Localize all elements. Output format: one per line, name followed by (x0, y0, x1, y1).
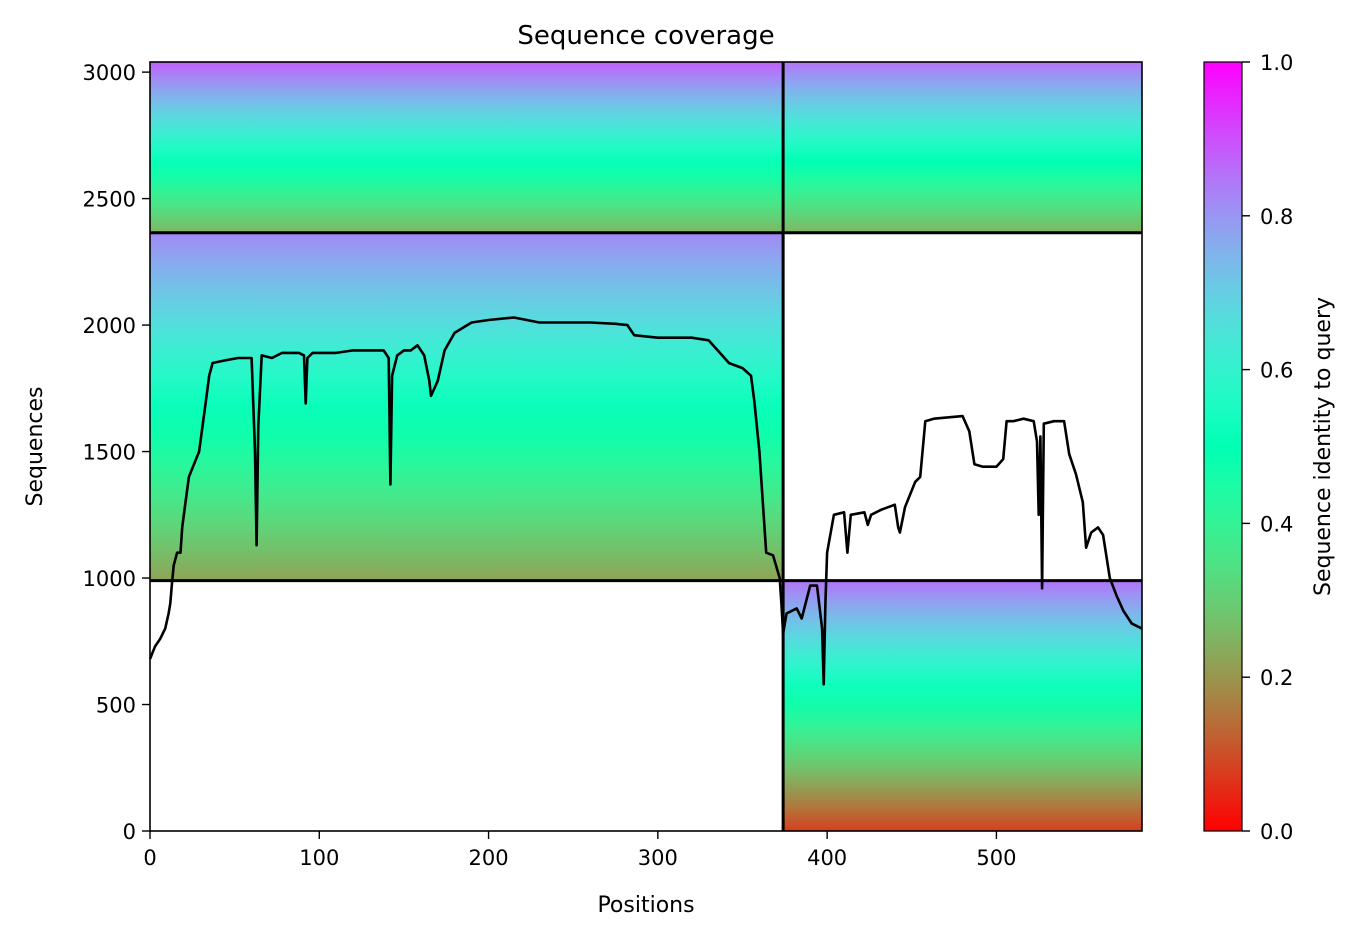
colorbar-tick-label: 1.0 (1260, 51, 1293, 75)
y-tick-label: 1000 (83, 567, 136, 591)
x-tick-label: 100 (299, 846, 339, 870)
y-tick-label: 0 (123, 820, 136, 844)
y-axis-label: Sequences (23, 387, 48, 507)
y-tick-label: 3000 (83, 61, 136, 85)
y-tick-label: 1500 (83, 441, 136, 465)
y-axis-ticks: 0 500 1000 1500 2000 2500 3000 (83, 61, 150, 844)
heatmap-block (783, 62, 1142, 233)
plot-frame (149, 61, 1143, 832)
heatmap-blocks (150, 62, 1142, 831)
heatmap-block (783, 580, 1142, 831)
chart-title: Sequence coverage (517, 21, 774, 51)
x-axis-label: Positions (597, 893, 694, 918)
colorbar-tick-label: 0.0 (1260, 820, 1293, 844)
colorbar-tick-label: 0.8 (1260, 205, 1293, 229)
x-tick-label: 400 (807, 846, 847, 870)
colorbar-label: Sequence identity to query (1311, 297, 1336, 596)
x-axis-ticks: 0 100 200 300 400 500 (143, 831, 1016, 870)
colorbar-tick-label: 0.6 (1260, 359, 1293, 383)
x-tick-label: 300 (638, 846, 678, 870)
coverage-line (148, 316, 1143, 686)
colorbar-tick-label: 0.2 (1260, 666, 1293, 690)
heatmap-block (150, 62, 784, 233)
x-tick-label: 0 (143, 846, 156, 870)
x-tick-label: 200 (469, 846, 509, 870)
colorbar-ticks: 0.0 0.2 0.4 0.6 0.8 1.0 (1242, 51, 1293, 844)
colorbar (1203, 61, 1243, 832)
colorbar-tick-label: 0.4 (1260, 512, 1293, 536)
coverage-line-layer (148, 316, 1143, 686)
y-tick-label: 2500 (83, 188, 136, 212)
separator-lines (150, 62, 1142, 831)
y-tick-label: 2000 (83, 314, 136, 338)
y-tick-label: 500 (96, 694, 136, 718)
x-tick-label: 500 (976, 846, 1016, 870)
heatmap-block (150, 232, 784, 581)
